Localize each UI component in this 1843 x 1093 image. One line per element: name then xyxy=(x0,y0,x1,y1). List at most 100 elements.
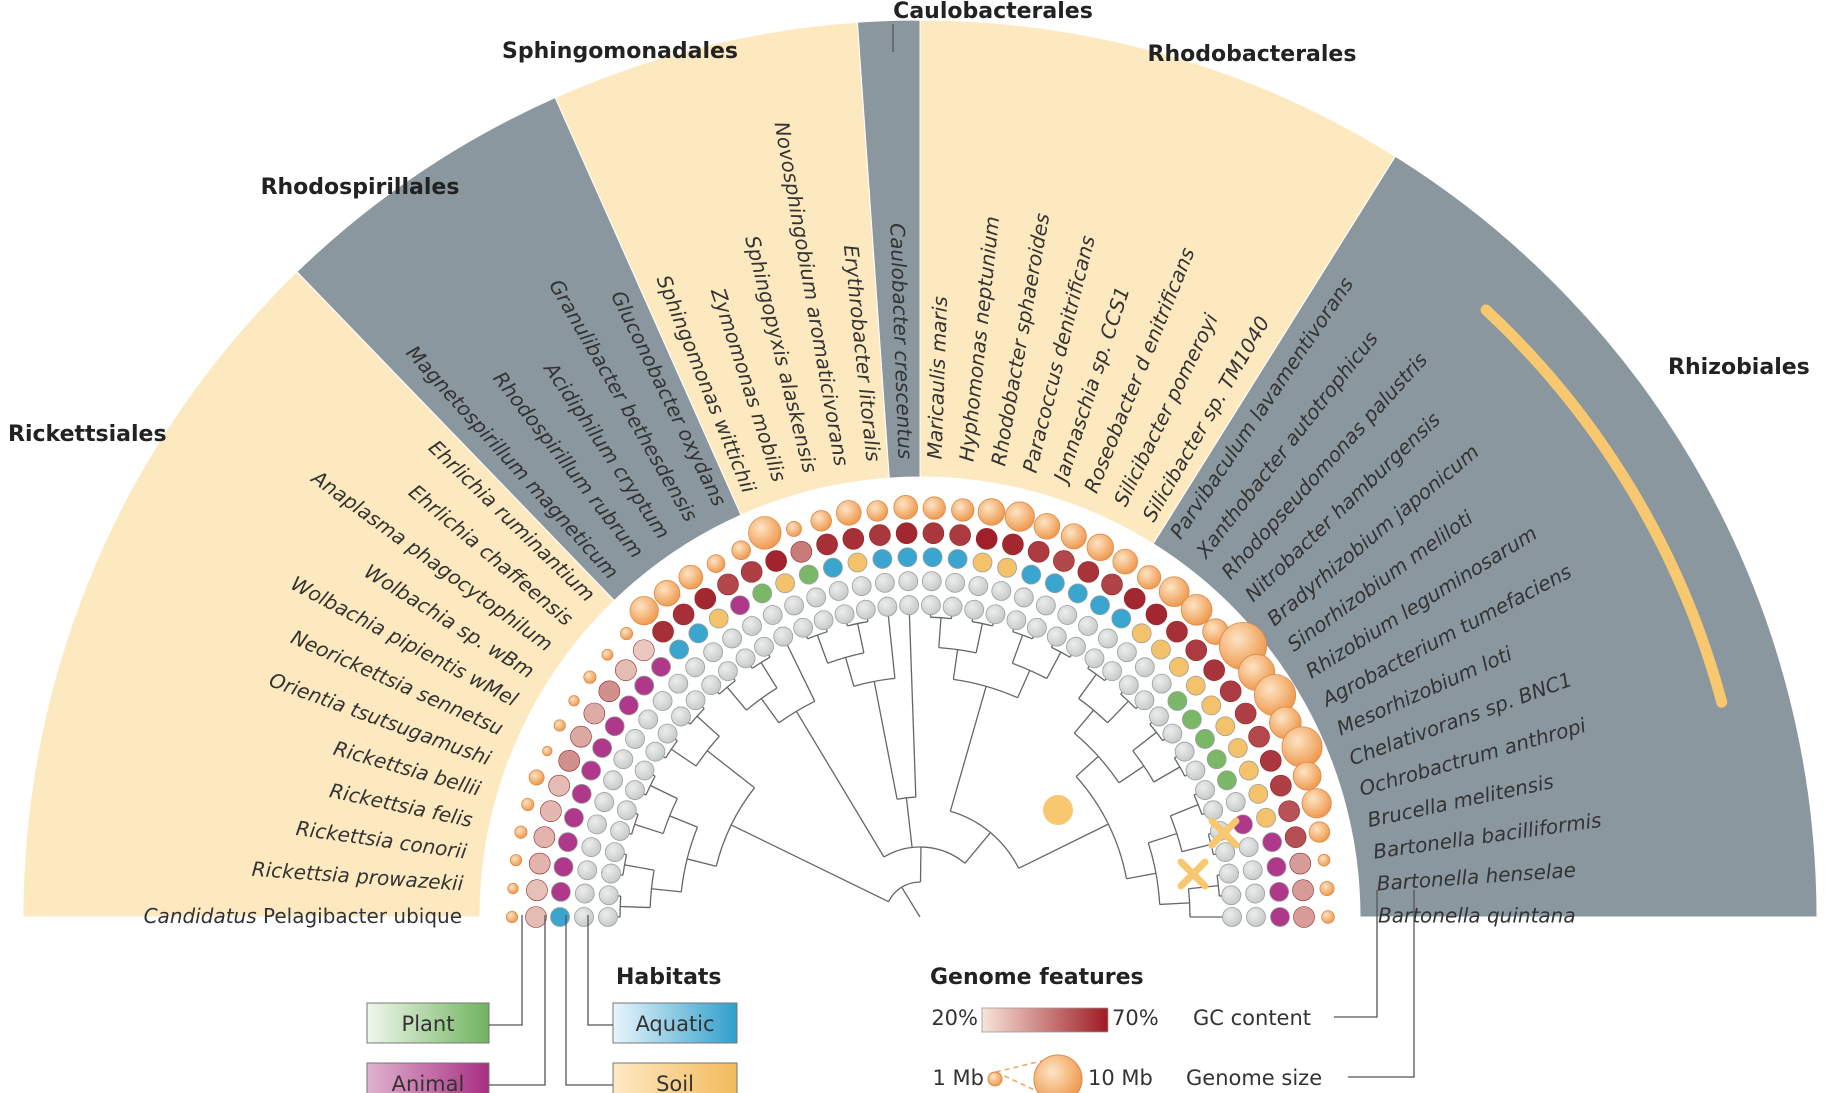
habitat-circle xyxy=(847,552,868,573)
gc-circle xyxy=(1203,659,1225,681)
clade-rhodo-rhizo-radial xyxy=(1018,823,1109,869)
clade-rhizobiales-l1-4-radial xyxy=(1170,804,1199,817)
habitat-circle xyxy=(581,760,602,781)
species-rings-wolbachia-pipientis-wmel xyxy=(553,719,655,781)
clade-rhizobiales-l0-12-arc xyxy=(1216,875,1220,897)
clade-root-radial xyxy=(730,824,889,903)
habitat-circle xyxy=(1097,628,1118,649)
habitat-circle xyxy=(708,608,729,629)
gc-circle xyxy=(526,879,548,902)
gc-circle xyxy=(1123,587,1146,610)
habitat-circle xyxy=(898,571,919,592)
clade-sphingomonadales-l2-0-arc xyxy=(853,677,895,687)
gc-circle xyxy=(790,540,813,563)
habitat-circle-extra xyxy=(1219,863,1239,884)
habitat-circle-extra xyxy=(1102,661,1122,682)
gc-circle xyxy=(717,573,739,596)
gc-circle xyxy=(895,522,918,545)
habitat-circle-extra xyxy=(942,596,963,617)
habitat-circle xyxy=(1169,657,1189,677)
gc-circle xyxy=(869,524,891,546)
clade-core-radial xyxy=(905,797,913,848)
habitat-circle-extra xyxy=(657,723,678,744)
clade-rhodospirillales-l1-0-arc xyxy=(746,687,778,711)
habitat-circle xyxy=(1201,695,1222,716)
habitat-circle xyxy=(1256,807,1276,828)
size-circle xyxy=(678,564,704,590)
size-circle xyxy=(810,510,832,532)
clade-rhizobiales-l1-2-arc xyxy=(1132,750,1155,783)
order-label-rhizobiales: Rhizobiales xyxy=(1668,355,1810,380)
habitat-circle xyxy=(775,573,796,594)
habitat-circle xyxy=(618,695,639,716)
habitat-circle-extra xyxy=(1174,741,1195,762)
habitat-circle-extra xyxy=(773,626,794,647)
gc-circle xyxy=(525,906,547,928)
habitat-circle xyxy=(1151,673,1172,694)
size-circle xyxy=(629,596,659,626)
gc-circle xyxy=(1248,725,1270,748)
annotation-cross-1 xyxy=(1208,817,1240,849)
habitat-circle xyxy=(1185,675,1206,696)
size-circle xyxy=(1321,910,1335,924)
species-rings-rickettsia-bellii xyxy=(521,797,630,841)
habitat-circle-extra xyxy=(793,617,814,638)
habitat-circle xyxy=(1116,642,1137,663)
habitat-circle xyxy=(651,657,671,677)
size-circle xyxy=(1319,881,1335,897)
habitat-circle xyxy=(752,583,773,604)
order-label-rhodospirillales: Rhodospirillales xyxy=(261,175,460,200)
clade-rhizobiales-l1-2-radial xyxy=(1132,731,1157,752)
habitat-circle xyxy=(638,709,659,730)
species-label-rest: Pelagibacter ubique xyxy=(263,904,462,928)
clade-core-radial xyxy=(964,832,992,864)
clade-rhizobiales-l0-0-arc xyxy=(1087,667,1106,682)
size-circle xyxy=(1281,726,1323,768)
habitat-circle-extra xyxy=(601,863,621,884)
tree-annotations xyxy=(1043,795,1240,890)
feature-rings xyxy=(505,495,1335,928)
gc-circle xyxy=(740,561,763,583)
habitat-circle-extra xyxy=(1026,617,1047,638)
size-circle xyxy=(568,695,580,707)
species-rings-mesorhizobium-loti xyxy=(1195,726,1323,800)
habitat-circle-extra xyxy=(899,595,920,616)
inner-disc xyxy=(480,477,1360,917)
habitat-circle-extra xyxy=(701,675,722,696)
species-rings-candidatus-pelagibacter-ubique xyxy=(505,906,618,928)
species-rings-silicibacter-pomeroyi xyxy=(1046,533,1114,647)
gc-gradient-bar xyxy=(981,1007,1109,1033)
gc-circle xyxy=(558,750,580,772)
habitat-circle xyxy=(625,729,645,749)
habitat-circle-extra xyxy=(834,604,855,625)
species-rings-roseobacter-d-enitrificans xyxy=(1026,523,1087,638)
plant-leader-line xyxy=(489,915,523,1026)
gc-circle xyxy=(615,659,637,681)
species-rings-rhizobium-leguminosarum xyxy=(1174,674,1297,762)
habitat-circle xyxy=(685,657,706,678)
species-rings-ehrlichia-chaffeensis xyxy=(601,648,691,727)
habitat-circle xyxy=(806,587,827,608)
habitat-circle xyxy=(947,549,968,569)
habitat-circle xyxy=(1217,770,1237,791)
species-rings-sphingopyxis-alaskensis xyxy=(810,510,855,625)
species-label: Candidatus Pelagibacter ubique xyxy=(144,904,462,928)
habitat-circle xyxy=(1044,573,1065,594)
habitat-circle xyxy=(668,673,689,694)
habitat-circle-extra xyxy=(1222,907,1242,927)
habitat-circle-extra xyxy=(610,821,630,841)
habitat-circle xyxy=(1238,760,1259,781)
habitat-circle xyxy=(1067,583,1088,604)
habitat-circle xyxy=(1227,738,1248,758)
habitat-circle xyxy=(997,557,1017,578)
genome-size-caption: Genome size xyxy=(1186,1066,1322,1090)
habitat-circle-extra xyxy=(718,661,738,682)
habitat-circle-extra xyxy=(964,599,985,620)
gc-circle xyxy=(1027,540,1050,563)
soil-leader-line xyxy=(565,915,613,1086)
species-rings-rhodospirillum-rubrum xyxy=(653,580,738,682)
habitat-circle xyxy=(1245,883,1266,904)
habitat-circle-extra xyxy=(1134,690,1155,711)
species-rings-sphingomonas-wittichii xyxy=(748,516,814,638)
clade-rhodobacterales-l1-0-radial xyxy=(938,617,942,648)
